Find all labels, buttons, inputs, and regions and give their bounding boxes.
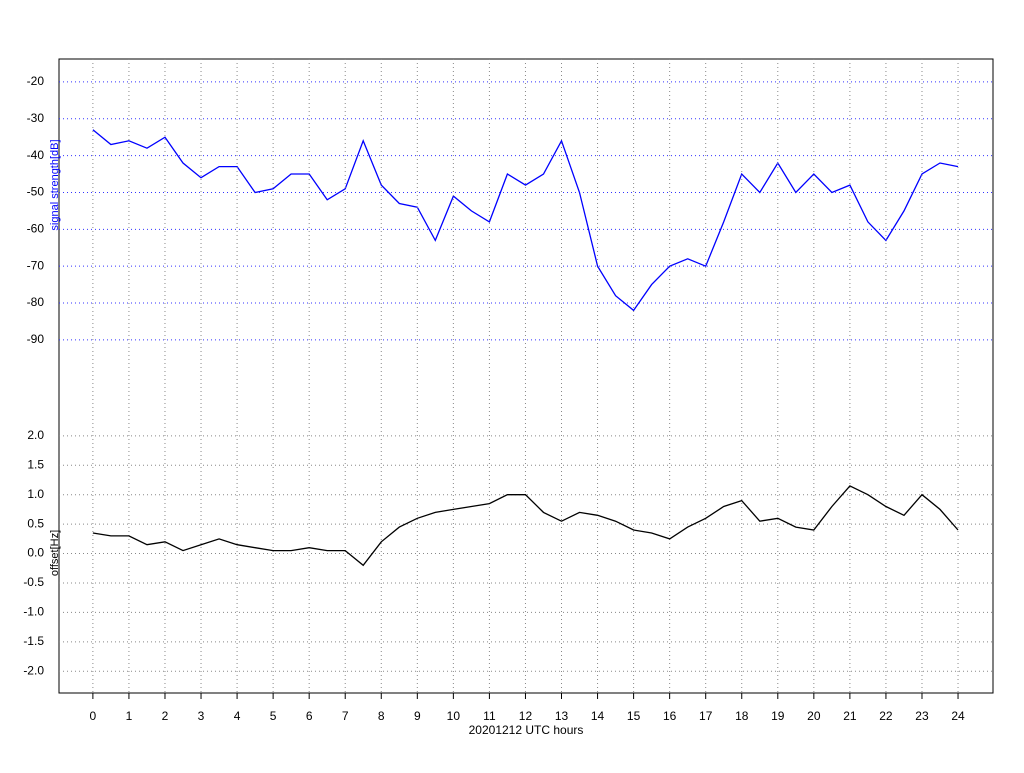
y-tick-label: -1.5	[23, 634, 44, 648]
x-tick-label: 19	[771, 709, 785, 723]
x-tick-label: 23	[915, 709, 929, 723]
y-tick-label: 1.0	[27, 487, 44, 501]
y-tick-label: -80	[27, 295, 45, 309]
x-tick-label: 6	[306, 709, 313, 723]
x-tick-label: 13	[555, 709, 569, 723]
x-tick-label: 9	[414, 709, 421, 723]
x-tick-label: 18	[735, 709, 749, 723]
y-tick-label: -1.0	[23, 605, 44, 619]
y-tick-label: -50	[27, 185, 45, 199]
x-axis-label: 20201212 UTC hours	[469, 723, 584, 737]
plot-frame	[58, 58, 994, 694]
data-line	[92, 485, 959, 567]
x-tick-label: 21	[843, 709, 857, 723]
x-tick-label: 4	[234, 709, 241, 723]
y-tick-label: 2.0	[27, 428, 44, 442]
y-axis-label: offset[Hz]	[49, 530, 61, 576]
x-tick-label: 20	[807, 709, 821, 723]
x-tick-label: 5	[270, 709, 277, 723]
y-tick-label: -20	[27, 74, 45, 88]
x-tick-label: 2	[162, 709, 169, 723]
x-tick-label: 11	[483, 709, 496, 723]
y-tick-label: -70	[27, 258, 45, 272]
y-tick-label: 0.0	[27, 546, 44, 560]
x-tick-label: 8	[378, 709, 385, 723]
x-tick-label: 22	[879, 709, 893, 723]
x-tick-label: 0	[90, 709, 97, 723]
y-tick-label: -2.0	[23, 663, 44, 677]
x-tick-label: 14	[591, 709, 605, 723]
y-tick-label: -90	[27, 332, 45, 346]
y-tick-label: 0.5	[27, 516, 44, 530]
y-axis-label: signal strength[dB]	[49, 139, 61, 230]
x-tick-label: 24	[951, 709, 965, 723]
x-tick-label: 16	[663, 709, 677, 723]
data-line	[92, 129, 959, 312]
x-tick-label: 7	[342, 709, 349, 723]
y-tick-label: -30	[27, 111, 45, 125]
x-tick-label: 10	[447, 709, 461, 723]
x-tick-label: 15	[627, 709, 641, 723]
y-tick-label: -0.5	[23, 575, 44, 589]
y-tick-label: -40	[27, 148, 45, 162]
x-tick-label: 17	[699, 709, 713, 723]
y-tick-label: -60	[27, 221, 45, 235]
y-tick-label: 1.5	[27, 457, 44, 471]
x-tick-label: 3	[198, 709, 205, 723]
x-tick-label: 1	[126, 709, 133, 723]
x-tick-label: 12	[519, 709, 533, 723]
